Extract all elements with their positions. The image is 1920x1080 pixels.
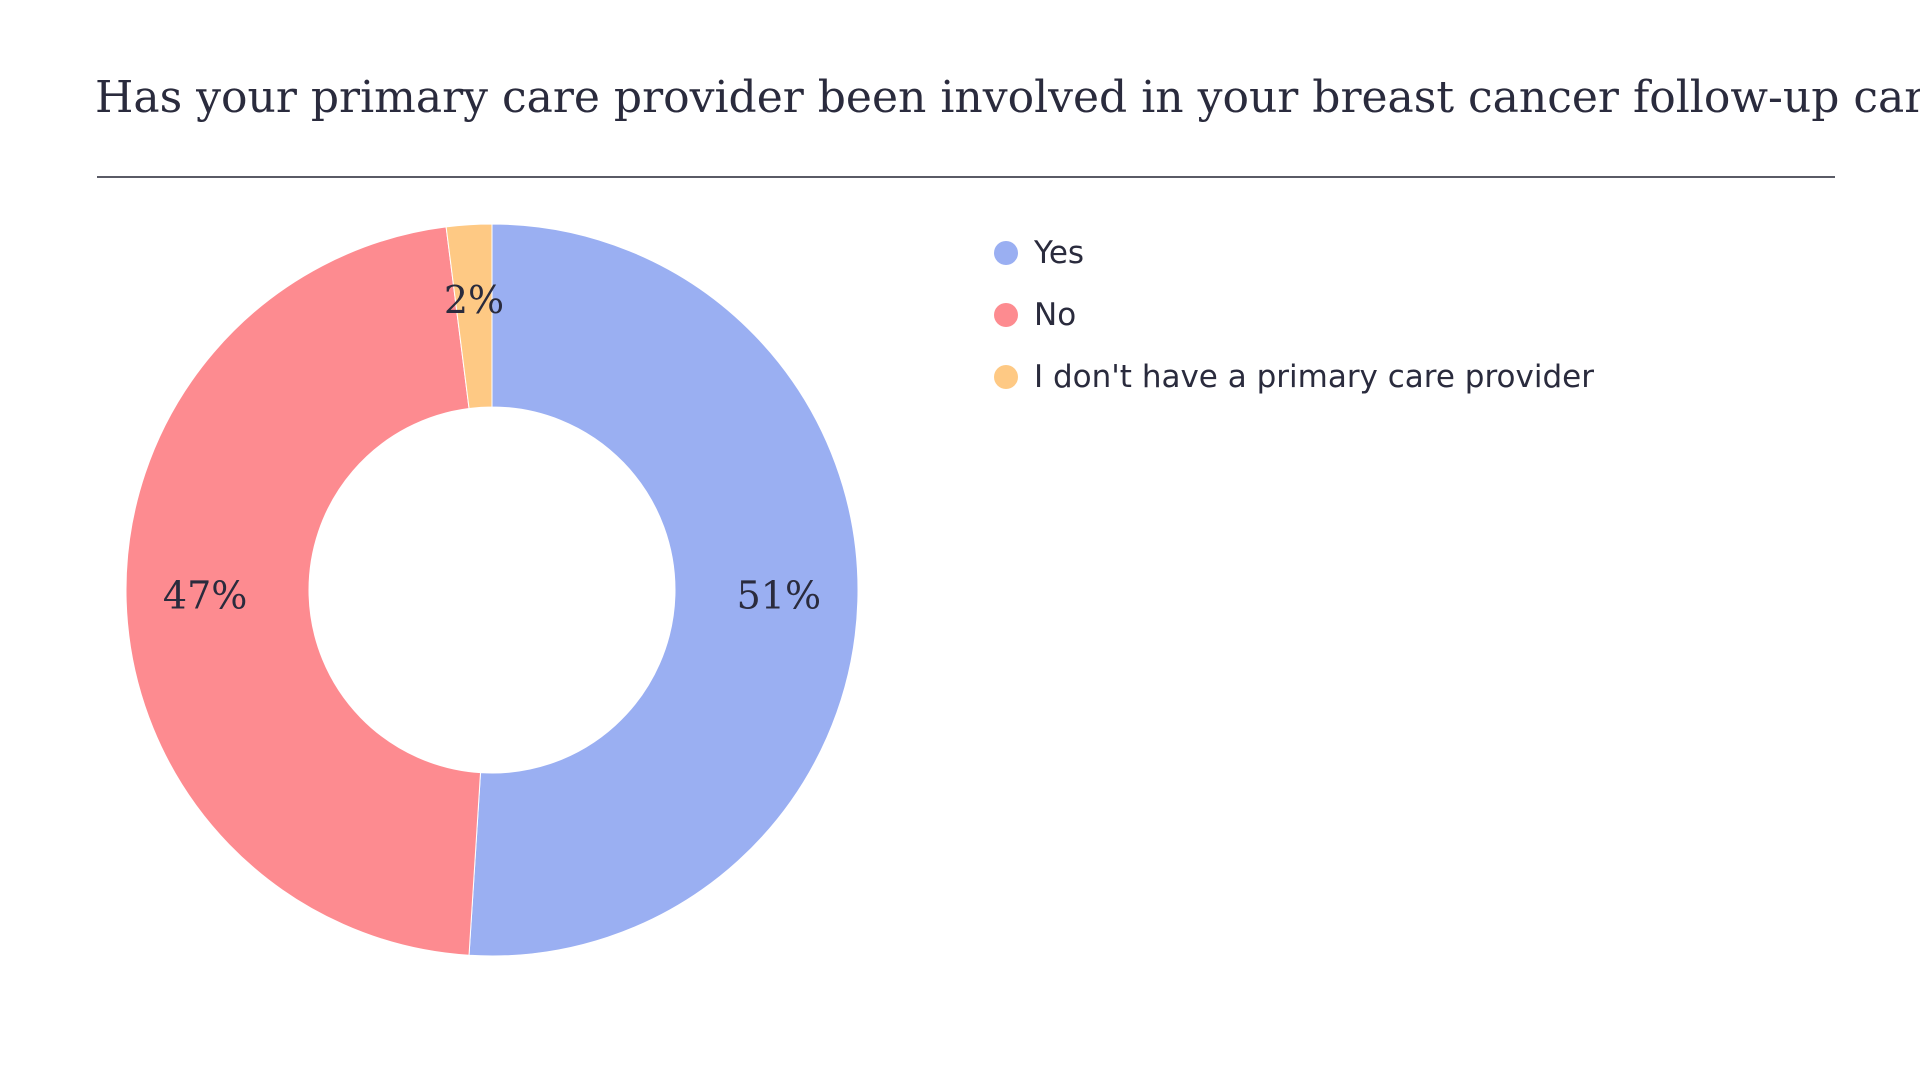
legend-swatch-yes <box>994 241 1018 265</box>
legend-swatch-no <box>994 303 1018 327</box>
donut-chart: 51% 47% 2% <box>125 223 859 957</box>
legend-item-yes: Yes <box>994 222 1594 284</box>
slice-value-label-no: 47% <box>163 574 247 618</box>
legend: Yes No I don't have a primary care provi… <box>994 222 1594 408</box>
donut-slice-no <box>125 226 482 956</box>
chart-title: Has your primary care provider been invo… <box>95 72 1920 123</box>
slice-value-label-no-provider: 2% <box>444 278 504 322</box>
title-divider <box>97 176 1835 178</box>
slice-value-label-yes: 51% <box>737 574 821 618</box>
legend-label-no-provider: I don't have a primary care provider <box>1034 359 1594 395</box>
legend-item-no: No <box>994 284 1594 346</box>
donut-slice-yes <box>468 223 859 957</box>
donut-slice-no-provider <box>445 223 493 410</box>
legend-swatch-no-provider <box>994 365 1018 389</box>
legend-label-no: No <box>1034 297 1077 333</box>
legend-label-yes: Yes <box>1034 235 1085 271</box>
legend-item-no-provider: I don't have a primary care provider <box>994 346 1594 408</box>
